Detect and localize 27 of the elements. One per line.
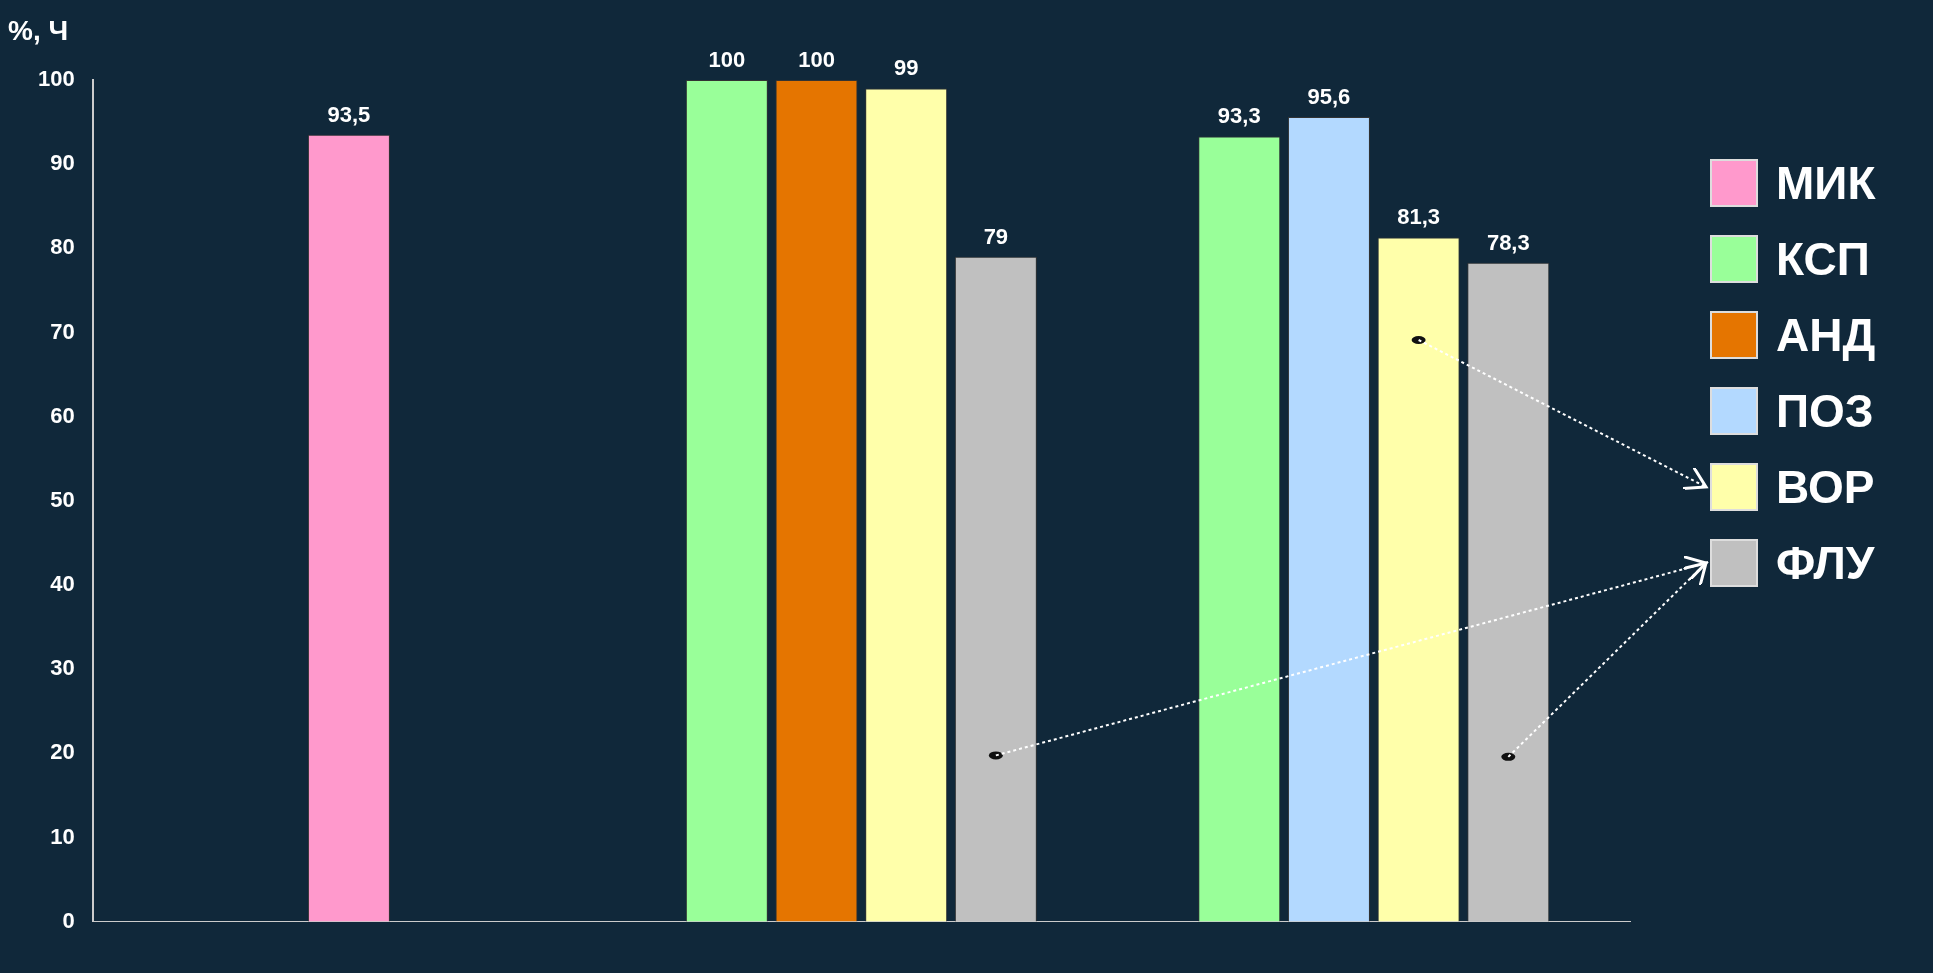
y-tick-label: 60 xyxy=(50,402,75,428)
legend-label: КСП xyxy=(1776,232,1870,286)
y-tick-label: 30 xyxy=(50,655,75,681)
y-tick-label: 90 xyxy=(50,150,75,176)
data-label: 79 xyxy=(983,223,1009,249)
data-label: 93,5 xyxy=(327,101,371,127)
y-tick-label: 20 xyxy=(50,739,75,765)
legend-label: МИК xyxy=(1776,156,1876,210)
data-label: 99 xyxy=(893,55,919,81)
legend-label: ФЛУ xyxy=(1776,536,1875,590)
data-label: 81,3 xyxy=(1397,204,1441,230)
y-tick-label: 0 xyxy=(62,907,75,933)
legend-label: ПОЗ xyxy=(1776,384,1874,438)
data-label: 93,3 xyxy=(1217,103,1261,129)
y-tick-label: 80 xyxy=(50,234,75,260)
y-tick-label: 40 xyxy=(50,571,75,597)
legend-label: АНД xyxy=(1776,308,1876,362)
y-tick-label: 70 xyxy=(50,318,75,344)
data-label: 100 xyxy=(708,47,746,73)
data-label: 78,3 xyxy=(1486,229,1530,255)
y-tick-label: 10 xyxy=(50,823,75,849)
y-tick-label: 50 xyxy=(50,486,75,512)
y-tick-label: 100 xyxy=(37,66,75,92)
data-label: 95,6 xyxy=(1307,84,1351,110)
data-label: 100 xyxy=(798,47,835,73)
legend-label: ВОР xyxy=(1776,460,1875,514)
y-axis-title: %, Ч xyxy=(8,14,69,46)
